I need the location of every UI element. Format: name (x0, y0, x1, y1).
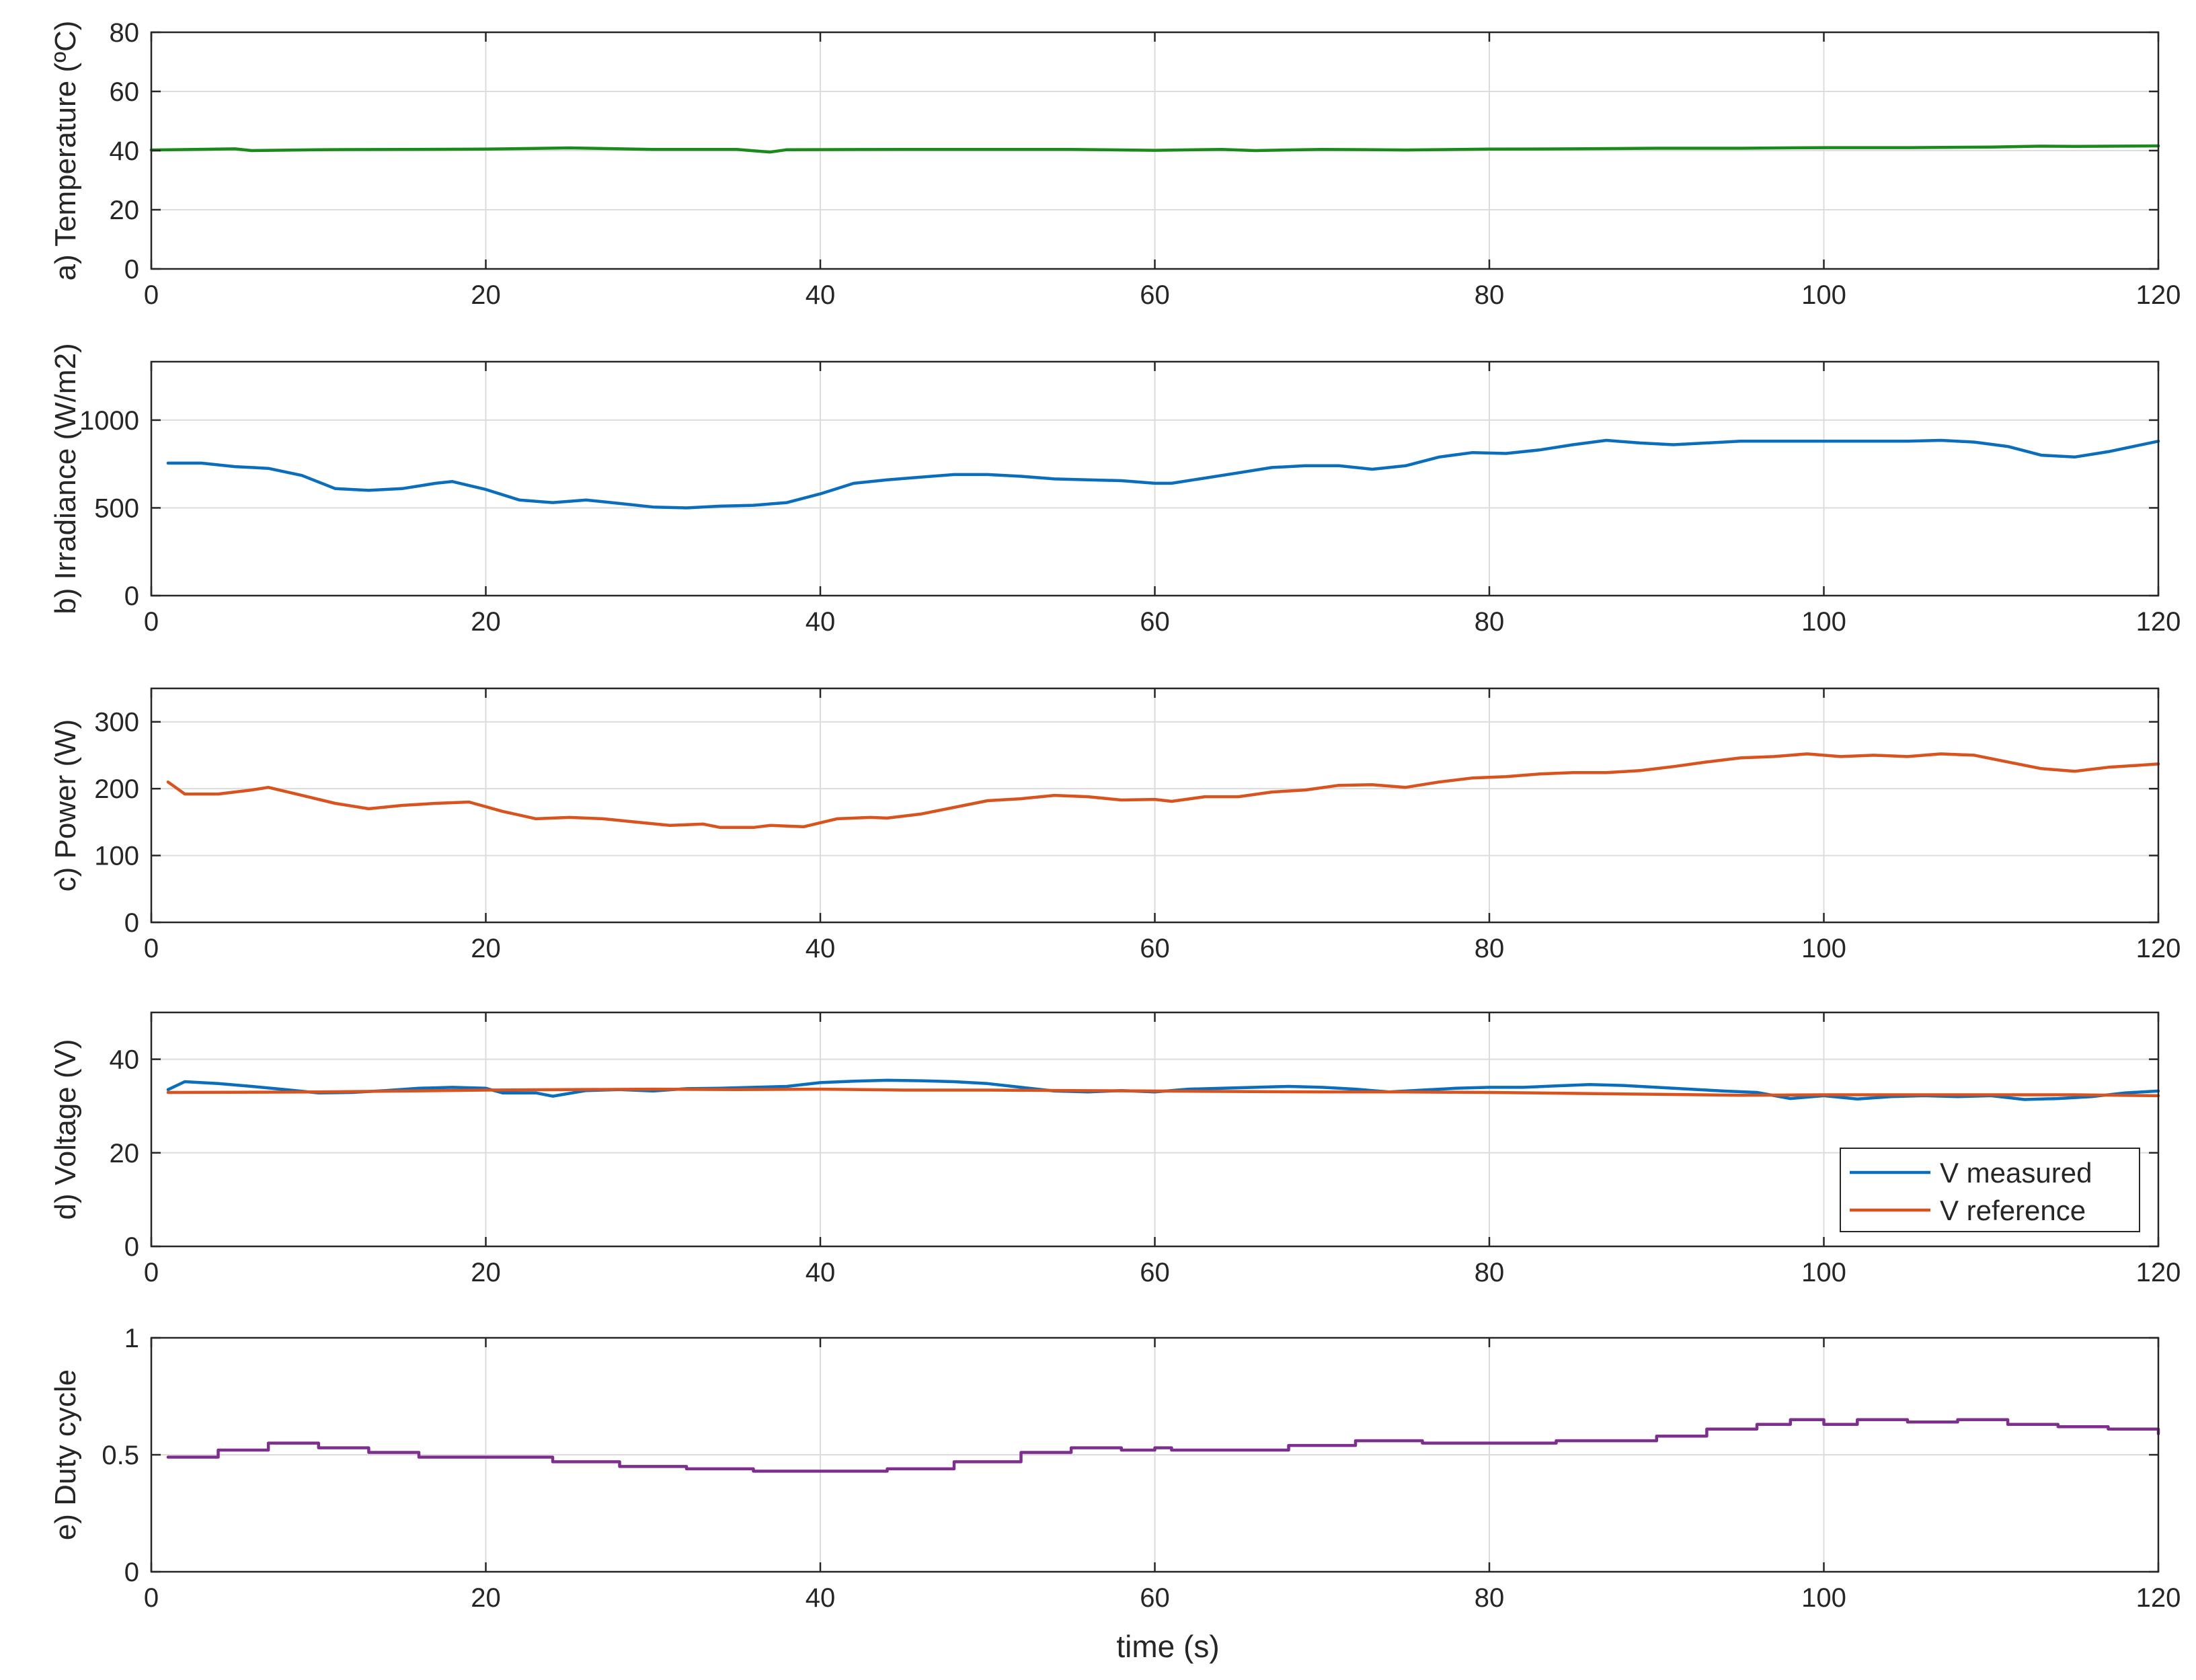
legend-box (1840, 1148, 2140, 1232)
subplot-3: 0 20 40 60 80 100 120 0 100 200 300 c) Power (W) (49, 687, 2181, 963)
y-axis-label: b) Irradiance (W/m2) (49, 343, 82, 614)
y-tick-label: 60 (110, 77, 140, 107)
x-tick-label: 120 (2136, 1583, 2181, 1613)
y-tick-label: 0 (124, 255, 139, 284)
x-tick-label: 120 (2136, 934, 2181, 963)
x-tick-label: 60 (1140, 607, 1170, 637)
y-axis-label: a) Temperature (ºC) (49, 21, 82, 281)
series-line-v-reference (166, 1087, 2160, 1098)
x-tick-label: 60 (1140, 1583, 1170, 1613)
series-line-5 (166, 1418, 2160, 1473)
x-tick-label: 80 (1475, 1258, 1505, 1287)
subplot-5: 0 20 40 60 80 100 120 0 0.5 1 e) Duty cycle (49, 1324, 2181, 1613)
y-tick-label: 100 (94, 842, 139, 871)
x-tick-label: 60 (1140, 1258, 1170, 1287)
legend-entry: V measured (1940, 1157, 2092, 1189)
x-tick-label: 120 (2136, 607, 2181, 637)
x-tick-label: 0 (144, 1258, 159, 1287)
legend-entry: V reference (1940, 1195, 2086, 1226)
y-tick-label: 0 (124, 582, 139, 611)
y-axis-label: d) Voltage (V) (49, 1039, 82, 1219)
x-tick-label: 80 (1475, 607, 1505, 637)
y-tick-label: 1 (124, 1324, 139, 1353)
y-tick-label: 0 (124, 1558, 139, 1587)
x-tick-label: 120 (2136, 280, 2181, 310)
x-tick-label: 100 (1801, 1258, 1846, 1287)
x-tick-label: 100 (1801, 280, 1846, 310)
series-line-3 (166, 752, 2160, 830)
x-tick-label: 20 (471, 1583, 501, 1613)
x-tick-label: 20 (471, 1258, 501, 1287)
y-axis-label: c) Power (W) (49, 719, 82, 892)
x-tick-label: 0 (144, 1583, 159, 1613)
y-tick-label: 20 (110, 1139, 140, 1168)
x-tick-label: 40 (806, 280, 836, 310)
y-tick-label: 200 (94, 774, 139, 804)
x-tick-label: 40 (806, 1258, 836, 1287)
y-tick-label: 500 (94, 493, 139, 523)
subplot-4: 0 20 40 60 80 100 120 0 20 40 d) Voltage (V) V meas… (49, 1011, 2181, 1287)
series-line-1 (149, 144, 2160, 154)
x-tick-label: 80 (1475, 1583, 1505, 1613)
y-tick-label: 40 (110, 136, 140, 166)
x-tick-label: 80 (1475, 280, 1505, 310)
y-tick-label: 0 (124, 908, 139, 938)
y-tick-label: 20 (110, 196, 140, 225)
y-tick-label: 80 (110, 18, 140, 48)
x-tick-label: 60 (1140, 280, 1170, 310)
y-axis-label: e) Duty cycle (49, 1369, 82, 1540)
x-tick-label: 40 (806, 607, 836, 637)
y-tick-label: 0.5 (102, 1441, 139, 1470)
x-tick-label: 20 (471, 934, 501, 963)
x-tick-label: 60 (1140, 934, 1170, 963)
y-tick-label: 1000 (79, 406, 139, 436)
x-tick-label: 40 (806, 1583, 836, 1613)
y-tick-label: 0 (124, 1232, 139, 1262)
series-line-2 (166, 438, 2160, 510)
y-tick-label: 40 (110, 1045, 140, 1075)
x-tick-label: 20 (471, 280, 501, 310)
x-tick-label: 0 (144, 280, 159, 310)
x-tick-label: 20 (471, 607, 501, 637)
x-tick-label: 100 (1801, 1583, 1846, 1613)
x-tick-label: 0 (144, 934, 159, 963)
subplot-1: 0 20 40 60 80 100 120 0 20 40 60 80 a) Temperature (… (49, 18, 2181, 310)
x-axis-label: time (s) (1116, 1629, 1219, 1664)
x-tick-label: 100 (1801, 934, 1846, 963)
y-tick-label: 300 (94, 708, 139, 737)
legend: V measured V reference (1840, 1148, 2140, 1232)
x-tick-label: 120 (2136, 1258, 2181, 1287)
x-tick-label: 0 (144, 607, 159, 637)
x-tick-label: 80 (1475, 934, 1505, 963)
x-tick-label: 40 (806, 934, 836, 963)
x-tick-label: 100 (1801, 607, 1846, 637)
